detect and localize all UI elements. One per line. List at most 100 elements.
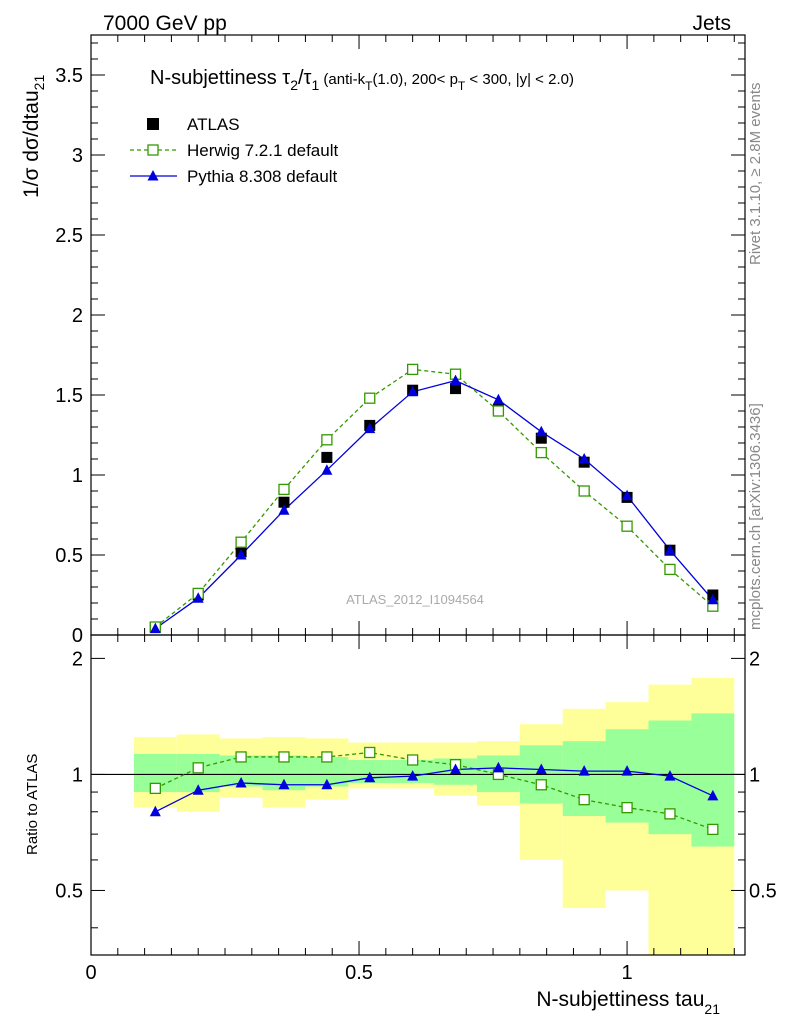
pythia-ratio-point [707, 789, 719, 801]
legend-herwig-marker [147, 144, 159, 156]
herwig-ratio-point [321, 751, 333, 763]
pythia-ratio-point [664, 770, 676, 781]
pythia-point [707, 593, 719, 605]
analysis-watermark: ATLAS_2012_I1094564 [346, 592, 484, 607]
pythia-point [450, 374, 462, 386]
ratio-panel: 0.5 0.5 1 1 2 2 0 0.5 1 [55, 634, 777, 984]
pythia-point [492, 393, 504, 405]
herwig-ratio-point [535, 779, 547, 791]
pythia-ratio-line [155, 767, 714, 813]
pythia-point [364, 422, 376, 434]
pythia-line [154, 379, 714, 630]
pythia-ratio-point [578, 765, 590, 776]
pythia-point [278, 504, 290, 515]
title-part: N-subjettiness [150, 67, 282, 89]
ratio-y-tick-label-right: 1 [749, 764, 760, 786]
title-part: < 300, |y| < 2.0) [465, 71, 574, 88]
legend-pythia-marker [147, 170, 159, 181]
main-y-tick-label: 0 [72, 625, 83, 647]
legend: ATLAS Herwig 7.2.1 default Pythia 8.308 de… [130, 115, 338, 186]
atlas-point [278, 496, 290, 508]
herwig-ratio-point [192, 762, 204, 774]
herwig-point [364, 392, 376, 404]
pythia-point [321, 464, 333, 475]
herwig-point [406, 363, 419, 376]
main-y-tick-label: 3.5 [55, 65, 83, 87]
main-y-tick-label: 2 [72, 305, 83, 327]
legend-label: Pythia 8.308 default [187, 167, 338, 186]
pythia-ratio-point [407, 770, 419, 781]
pythia-point [535, 425, 547, 437]
pythia-ratio-point [278, 778, 290, 790]
title-part: 1 [311, 77, 319, 93]
main-y-tick-label: 0.5 [55, 545, 83, 567]
title-part: (anti-k [319, 71, 365, 88]
pythia-ratio-point [235, 777, 247, 788]
pythia-ratio-point [492, 761, 504, 773]
herwig-point [664, 563, 676, 576]
herwig-ratio-point [364, 746, 376, 759]
main-y-tick-label: 1.5 [55, 385, 83, 407]
herwig-ratio-point [621, 801, 633, 814]
pythia-ratio-point [321, 778, 333, 790]
herwig-ratio-point [707, 823, 719, 836]
title-part: (1.0), 200< p [372, 71, 457, 88]
herwig-point [492, 405, 505, 417]
pythia-ratio-point [364, 771, 376, 783]
x-tick-label: 0 [85, 962, 96, 984]
pythia-ratio-point [535, 763, 547, 774]
rivet-label: Rivet 3.1.10, ≥ 2.8M events [747, 83, 764, 266]
herwig-ratio-point [664, 808, 676, 820]
herwig-ratio-point [578, 794, 590, 806]
herwig-ratio-point [278, 751, 290, 763]
ratio-y-tick-label-left: 1 [72, 764, 83, 786]
category-label: Jets [692, 12, 731, 35]
pythia-point [621, 489, 633, 501]
ratio-y-tick-label-left: 0.5 [55, 880, 83, 902]
title-part: T [458, 79, 466, 93]
title-part: / [298, 67, 304, 89]
mcplots-label: mcplots.cern.ch [arXiv:1306.3436] [747, 403, 764, 630]
pythia-point [235, 549, 247, 560]
pythia-point [664, 544, 676, 555]
title-part: τ [304, 67, 312, 89]
herwig-point [235, 536, 247, 548]
ratio-y-tick-label-left: 2 [72, 648, 83, 670]
herwig-line [154, 368, 714, 628]
pythia-ratio-point [621, 765, 633, 776]
pythia-ratio-point [192, 784, 204, 795]
x-tick-label: 1 [622, 962, 633, 984]
herwig-point [278, 483, 290, 496]
herwig-ratio-line [155, 751, 714, 831]
main-y-axis-label: 1/σ dσ/dtau21 [20, 75, 47, 198]
pythia-point [149, 622, 161, 634]
title-part: T [365, 79, 373, 93]
ratio-y-axis-label: Ratio to ATLAS [24, 754, 41, 855]
herwig-point [535, 446, 547, 459]
x-axis-label: N-subjettiness tau21 [536, 988, 720, 1017]
title-part: 2 [290, 77, 298, 93]
pythia-ratio-point [450, 763, 462, 774]
title-part: τ [282, 67, 290, 89]
atlas-point [535, 432, 547, 444]
herwig-point [621, 520, 633, 532]
plot-title: N-subjettiness τ2/τ1 (anti-kT(1.0), 200<… [150, 67, 574, 93]
ratio-frame [90, 634, 746, 956]
main-y-tick-label: 3 [72, 145, 83, 167]
pythia-point [407, 385, 419, 397]
atlas-point [321, 451, 333, 463]
atlas-point [450, 383, 462, 395]
energy-label: 7000 GeV pp [103, 12, 227, 35]
herwig-ratio-point [235, 751, 247, 763]
main-y-tick-label: 1 [72, 465, 83, 487]
ratio-y-tick-label-right: 0.5 [749, 880, 777, 902]
ratio-y-tick-label-right: 2 [749, 648, 760, 670]
pythia-point [578, 453, 590, 464]
herwig-point [578, 485, 590, 497]
herwig-point [321, 434, 333, 446]
main-y-tick-label: 2.5 [55, 225, 83, 247]
herwig-ratio-point [406, 754, 419, 766]
legend-label: Herwig 7.2.1 default [187, 141, 338, 160]
legend-atlas-marker [147, 118, 159, 130]
